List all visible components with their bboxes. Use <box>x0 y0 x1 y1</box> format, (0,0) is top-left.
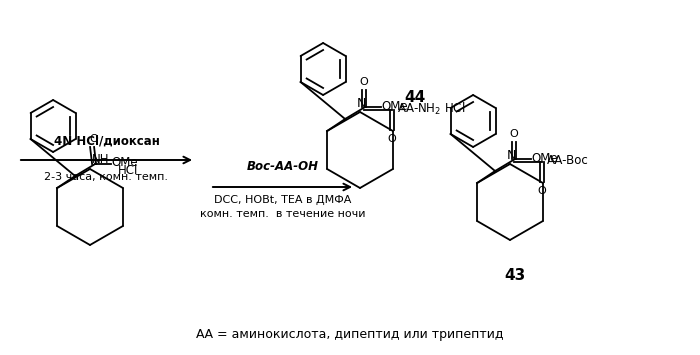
Text: DCC, HOBt, TEA в ДМФА: DCC, HOBt, TEA в ДМФА <box>214 195 351 205</box>
Text: O: O <box>538 186 547 196</box>
Text: OMe: OMe <box>111 157 138 169</box>
Text: AA-NH$_2$ HCl: AA-NH$_2$ HCl <box>397 101 466 117</box>
Text: АА = аминокислота, дипептид или трипептид: АА = аминокислота, дипептид или трипепти… <box>196 328 504 341</box>
Text: O: O <box>388 134 396 144</box>
Text: OMe: OMe <box>381 99 407 113</box>
Text: O: O <box>510 129 519 139</box>
Text: 2-3 часа, комн. темп.: 2-3 часа, комн. темп. <box>45 172 169 182</box>
Text: O: O <box>90 134 99 144</box>
Text: 43: 43 <box>505 268 526 283</box>
Text: HCl: HCl <box>118 164 139 178</box>
Text: 44: 44 <box>405 89 426 104</box>
Text: 4N HCl/диоксан: 4N HCl/диоксан <box>54 135 160 148</box>
Text: N: N <box>356 97 365 110</box>
Text: NH: NH <box>92 153 109 166</box>
Text: AA-Boc: AA-Boc <box>547 154 589 168</box>
Text: Boc-AA-OH: Boc-AA-OH <box>246 160 318 173</box>
Text: N: N <box>506 149 516 162</box>
Text: OMe: OMe <box>531 152 558 164</box>
Text: O: O <box>360 77 368 87</box>
Text: комн. темп.  в течение ночи: комн. темп. в течение ночи <box>199 209 365 219</box>
